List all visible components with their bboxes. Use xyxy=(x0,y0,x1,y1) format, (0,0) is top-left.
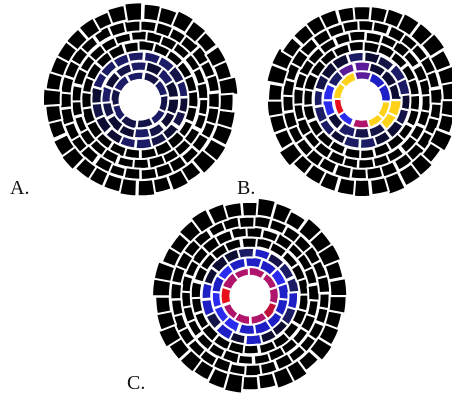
cell-ring-3 xyxy=(410,95,421,111)
cell-ring-6 xyxy=(45,105,62,123)
cell-ring-5 xyxy=(430,88,443,104)
cell-ring-3 xyxy=(188,91,199,108)
cell-ring-6 xyxy=(224,202,242,219)
cell-ring-4 xyxy=(133,159,150,169)
panel-a-cell-ring xyxy=(43,2,238,196)
panel-c-label: C. xyxy=(127,372,145,395)
cell-ring-6 xyxy=(441,82,452,100)
cell-ring-2 xyxy=(287,292,298,309)
cell-ring-6 xyxy=(219,94,233,112)
cell-ring-6 xyxy=(267,99,284,117)
panel-b-label: B. xyxy=(237,177,255,200)
cell-ring-6 xyxy=(258,373,277,390)
cell-ring-5 xyxy=(170,283,182,300)
cell-ring-6 xyxy=(329,278,347,296)
cell-ring-5 xyxy=(351,168,368,179)
cell-ring-3 xyxy=(123,42,140,54)
cell-ring-6 xyxy=(268,83,283,100)
panel-a-label: A. xyxy=(10,177,29,200)
cell-ring-6 xyxy=(353,6,370,20)
cell-ring-5 xyxy=(239,217,256,229)
cell-ring-4 xyxy=(349,31,366,42)
cell-ring-5 xyxy=(282,95,294,112)
cell-ring-5 xyxy=(319,293,330,309)
cell-ring-4 xyxy=(196,82,208,99)
panel-b-cell-ring xyxy=(267,6,452,197)
cell-ring-6 xyxy=(138,179,156,196)
cell-ring-6 xyxy=(370,177,389,195)
cell-ring-1 xyxy=(238,323,255,334)
cell-ring-6 xyxy=(155,297,171,315)
cell-ring-2 xyxy=(314,90,324,107)
cell-ring-2 xyxy=(238,248,255,259)
cell-ring-6 xyxy=(218,77,238,96)
cell-ring-1 xyxy=(130,62,147,72)
cell-ring-4 xyxy=(421,95,431,112)
cell-ring-6 xyxy=(124,2,142,21)
cell-ring-5 xyxy=(140,21,157,33)
cell-ring-6 xyxy=(328,296,346,314)
panel-c-cell-ring xyxy=(152,198,347,394)
